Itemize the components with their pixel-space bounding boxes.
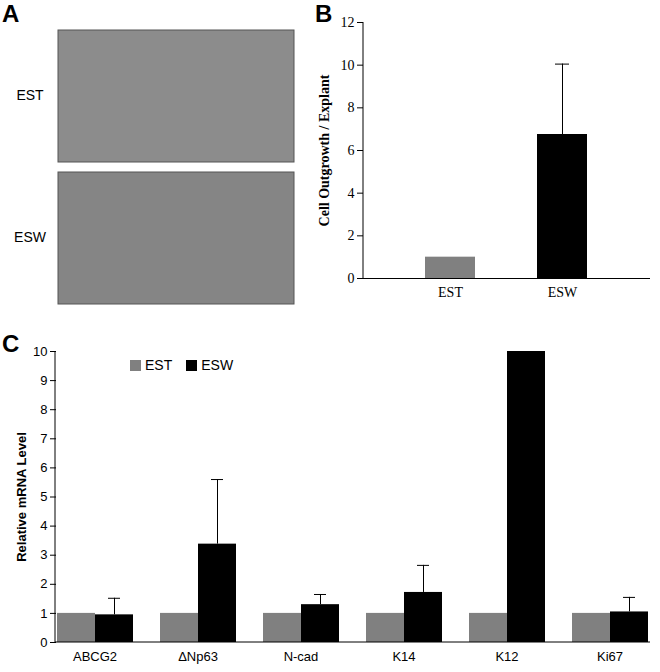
svg-text:3: 3 <box>40 547 47 562</box>
svg-text:K12: K12 <box>495 649 518 664</box>
svg-text:ESW: ESW <box>548 285 578 300</box>
svg-text:2: 2 <box>348 228 355 243</box>
svg-text:ΔNp63: ΔNp63 <box>178 649 218 664</box>
svg-text:10: 10 <box>33 344 47 359</box>
svg-text:0: 0 <box>348 271 355 286</box>
svg-text:ESW: ESW <box>14 229 47 245</box>
svg-text:6: 6 <box>40 460 47 475</box>
html-text:C: C <box>2 330 20 357</box>
svg-text:4: 4 <box>348 186 355 201</box>
svg-text:ABCG2: ABCG2 <box>73 649 117 664</box>
svg-text:7: 7 <box>40 431 47 446</box>
svg-text:0: 0 <box>40 635 47 650</box>
html-text:A: A <box>2 0 20 27</box>
svg-text:4: 4 <box>40 518 47 533</box>
svg-text:2: 2 <box>40 576 47 591</box>
html-text:ESW: ESW <box>201 357 234 373</box>
svg-text:1: 1 <box>40 606 47 621</box>
svg-text:EST: EST <box>438 285 463 300</box>
svg-text:5: 5 <box>40 489 47 504</box>
svg-text:9: 9 <box>40 373 47 388</box>
svg-text:Ki67: Ki67 <box>597 649 623 664</box>
svg-text:8: 8 <box>348 100 355 115</box>
svg-text:12: 12 <box>341 15 355 30</box>
svg-text:8: 8 <box>40 402 47 417</box>
svg-text:EST: EST <box>16 87 44 103</box>
html-text:EST: EST <box>145 357 173 373</box>
html-text:B: B <box>315 0 333 27</box>
svg-text:K14: K14 <box>392 649 415 664</box>
svg-text:N-cad: N-cad <box>284 649 319 664</box>
svg-text:Cell Outgrowth / Explant: Cell Outgrowth / Explant <box>317 74 332 226</box>
svg-text:Relative mRNA Level: Relative mRNA Level <box>14 432 29 562</box>
svg-text:6: 6 <box>348 143 355 158</box>
svg-text:10: 10 <box>341 58 355 73</box>
